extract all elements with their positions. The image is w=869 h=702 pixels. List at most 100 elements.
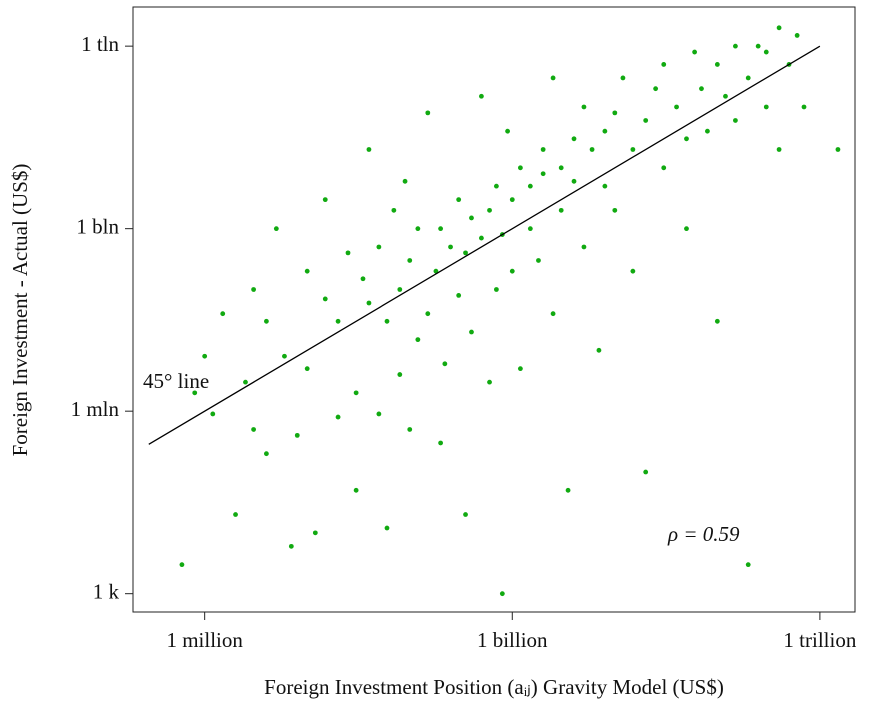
point [384,318,390,324]
point [692,49,698,55]
point [643,118,649,123]
point [220,311,226,317]
point [517,165,523,171]
point [565,487,571,493]
point [536,258,541,263]
point [425,110,431,116]
y-tick-label: 1 mln [71,397,120,421]
point [550,75,556,81]
point [391,207,397,213]
x-axis-label: Foreign Investment Position (aᵢⱼ) Gravit… [264,675,724,699]
point [661,165,667,171]
point [558,165,564,171]
point [612,207,618,213]
point [442,361,448,367]
point [463,512,468,517]
point [415,337,421,343]
point [282,353,287,359]
point [509,197,515,203]
y-tick-label: 1 bln [76,214,119,238]
point [479,93,484,99]
point [345,250,351,256]
point [335,318,341,324]
point [353,390,359,396]
point [402,178,408,184]
point [745,75,751,81]
point [264,451,269,457]
y-axis-label: Foreign Investment - Actual (US$) [8,164,32,457]
point [479,235,484,241]
point [312,530,318,536]
point [612,110,618,116]
point [776,25,782,31]
point [723,93,728,99]
point [456,292,462,298]
point [438,226,444,232]
point [384,525,390,531]
point [661,62,667,67]
point [397,287,403,292]
point [202,353,208,359]
point [425,311,431,317]
point [433,268,439,274]
point [581,104,587,110]
point [251,427,256,432]
point [294,432,300,438]
point [335,414,341,420]
point [527,226,533,232]
point [438,440,444,446]
point [179,562,185,568]
point [602,183,608,189]
point [684,136,689,142]
y-tick-label: 1 tln [81,32,119,56]
point [366,147,372,152]
point [776,147,782,152]
point [499,591,505,597]
reference-line-label: 45° line [143,369,209,393]
point [571,136,577,142]
point [517,366,523,372]
point [456,197,462,203]
point [192,390,198,396]
point [487,379,492,385]
point [763,104,769,110]
point [273,226,279,232]
y-tick-label: 1 k [93,579,120,603]
point [705,128,710,134]
point [733,43,738,49]
point [527,183,533,189]
point [540,147,546,152]
point [304,268,310,274]
point [288,543,294,549]
point [353,487,359,493]
point [448,244,453,250]
point [251,287,256,292]
point [493,183,499,189]
point [653,86,659,92]
point [243,379,248,385]
point [794,33,800,38]
point [509,268,515,274]
point [745,562,751,568]
point [407,427,413,432]
reference-line [148,45,821,445]
point [571,178,577,184]
x-tick-label: 1 trillion [783,628,856,652]
point [469,215,474,221]
point [589,147,595,152]
point [835,147,841,152]
point [376,411,382,417]
point [322,197,328,203]
point [210,411,216,417]
plot-frame [132,6,856,613]
point [540,171,546,177]
point [505,128,510,134]
point [596,347,602,353]
x-tick-label: 1 billion [477,628,548,652]
point [801,104,807,110]
point [469,329,474,335]
point [643,469,649,475]
point [602,128,608,134]
point [733,118,738,123]
point [714,318,720,324]
